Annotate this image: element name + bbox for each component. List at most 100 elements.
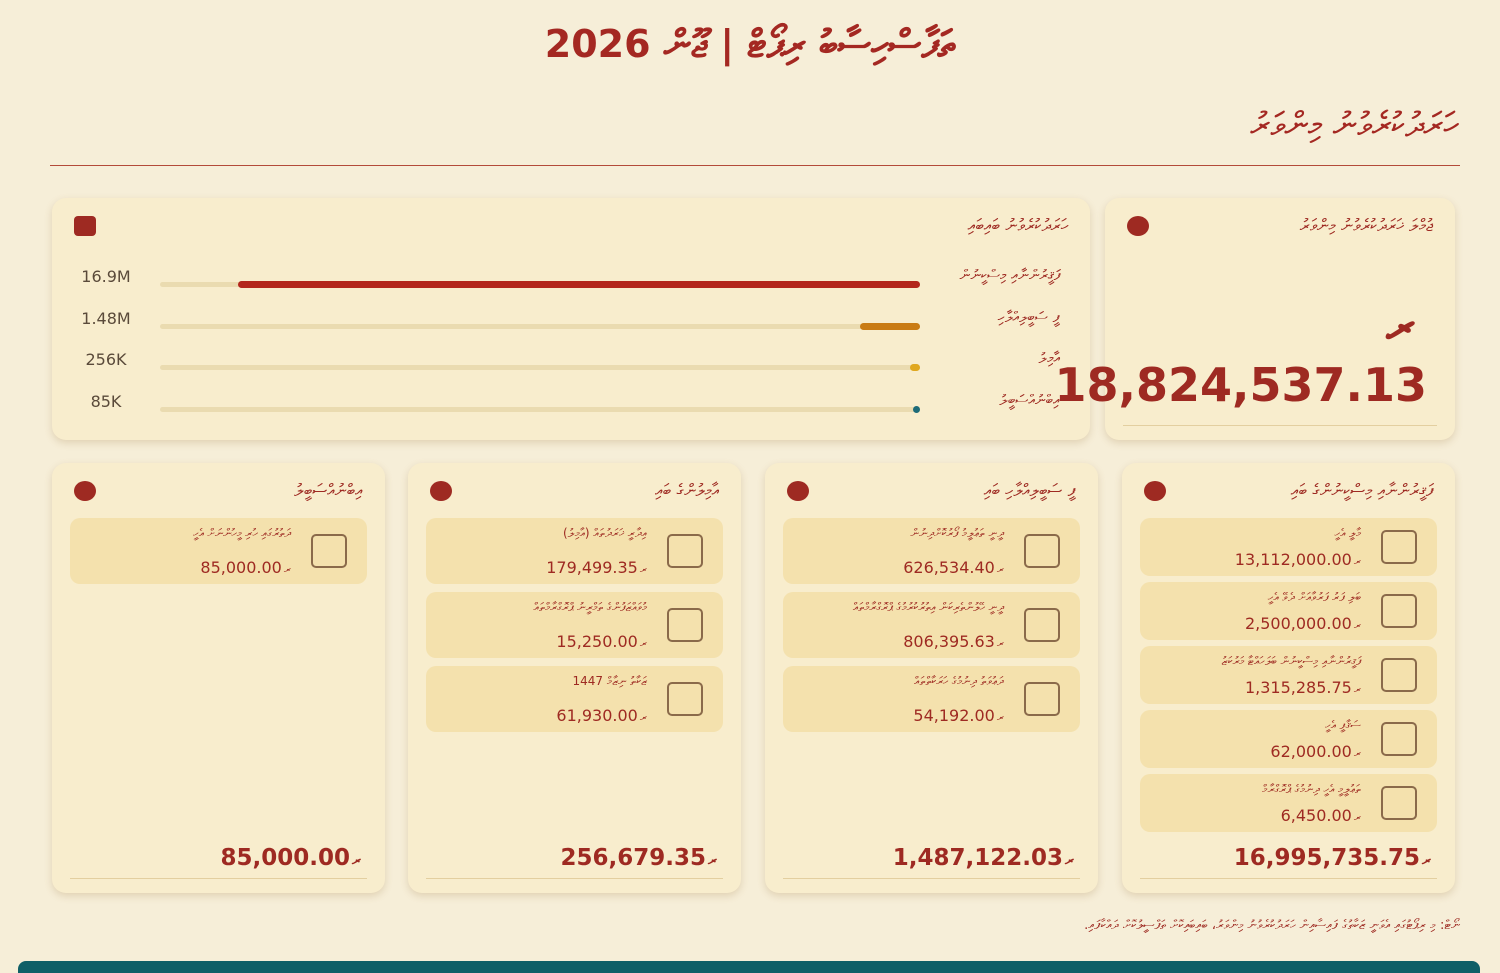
currency-symbol: ރ <box>1353 618 1361 632</box>
category-label: އާމިލު <box>1038 349 1060 367</box>
item-amount: 626,534.40 ރ <box>903 558 1004 577</box>
amount-value: 62,000.00 <box>1270 742 1352 761</box>
total-amount: 18,824,537.13 <box>1054 358 1428 412</box>
item-card: ތަޢުލީމީ އެހީ ދިނުމުގެ ޕްރޮގްރާމް 6,450.0… <box>1140 774 1437 832</box>
page-title: ތަފާސްހިސާބު ރިޕޯޓް | ޖޫން 2026 <box>544 22 956 66</box>
section-icon <box>430 481 452 501</box>
item-label: މާލީ އެހީ <box>1334 526 1361 540</box>
item-card: އިދާރީ ޚަރަދުތައް (އާމިލު) 179,499.35 ރ <box>426 518 723 584</box>
underline <box>70 878 367 879</box>
bar <box>913 405 920 413</box>
item-label: ބަލި ފަރު ފަރުވާއަށް ދެވޭ އެހީ <box>1267 590 1361 604</box>
coins-icon <box>1127 216 1149 236</box>
currency-symbol: ރ <box>639 710 647 724</box>
amount-value: 85,000.00 <box>200 558 282 577</box>
amount-value: 15,250.00 <box>556 632 638 651</box>
amount-value: 179,499.35 <box>546 558 638 577</box>
item-label: ދީނީ ހޭލުންތެރިކަން އިތުރުކުރުމުގެ ޕްރޮގ… <box>852 600 1004 614</box>
item-card: ދަޢުވަތު ދިނުމުގެ ހަރަކާތްތައް 54,192.00 ރ <box>783 666 1080 732</box>
item-icon <box>667 534 703 568</box>
item-amount: 54,192.00 ރ <box>913 706 1004 725</box>
item-amount: 15,250.00 ރ <box>556 632 647 651</box>
bar-track <box>160 406 920 412</box>
amount-value: 61,930.00 <box>556 706 638 725</box>
item-card: ބަލި ފަރު ފަރުވާއަށް ދެވޭ އެހީ 2,500,000.… <box>1140 582 1437 640</box>
item-label: ދަޢުވަތު ދިނުމުގެ ހަރަކާތްތައް <box>914 674 1004 688</box>
chart-title: ހަރަދުކުރެވުނު ބައިބައި <box>967 216 1068 236</box>
currency-symbol: ރ <box>996 562 1004 576</box>
item-card: ފަޤީރުންނާއި މިސްކީނުން ބަލަހައްޓާ މަރުކ… <box>1140 646 1437 704</box>
section-title: ފަޤީރުންނާއި މިސްކީނުންގެ ބައި <box>1290 481 1433 501</box>
currency-symbol: ރ <box>1065 851 1074 869</box>
section-card: އިބްނުއްސަބީލު ދަތުރުގައި ހުރި މީހުންނަށް… <box>52 463 385 893</box>
currency-symbol: ރ <box>996 710 1004 724</box>
item-card: މުވައްޒަފުންގެ ތަމްރީނު ޕްރޮގްރާމްތައް 15… <box>426 592 723 658</box>
category-label: ފަޤީރުންނާއި މިސްކީނުން <box>959 266 1061 284</box>
item-amount: 6,450.00 ރ <box>1281 806 1361 825</box>
item-card: ދަތުރުގައި ހުރި މީހުންނަށް އެހީ 85,000.00… <box>70 518 367 584</box>
item-icon <box>1024 682 1060 716</box>
item-label: ޒަކާތު ނިޒާމް 1447 <box>572 674 647 688</box>
section-icon <box>74 481 96 501</box>
item-amount: 85,000.00 ރ <box>200 558 291 577</box>
item-card: ދީނީ ހޭލުންތެރިކަން އިތުރުކުރުމުގެ ޕްރޮގ… <box>783 592 1080 658</box>
section-icon <box>1144 481 1166 501</box>
value-label: 85K <box>90 391 122 411</box>
currency-symbol: ރ <box>1353 682 1361 696</box>
item-amount: 2,500,000.00 ރ <box>1245 614 1361 633</box>
currency-symbol: ރ <box>996 636 1004 650</box>
item-icon <box>1024 608 1060 642</box>
currency-symbol: ރ <box>639 636 647 650</box>
item-icon <box>667 608 703 642</box>
item-icon <box>1381 530 1417 564</box>
section-title: ފީ ސަބީލިއްލާހި ބައި <box>983 481 1076 501</box>
item-amount: 806,395.63 ރ <box>903 632 1004 651</box>
section-title: އާމިލުންގެ ބައި <box>654 481 719 501</box>
bar <box>909 364 920 371</box>
amount-value: 54,192.00 <box>913 706 995 725</box>
item-label: މުވައްޒަފުންގެ ތަމްރީނު ޕްރޮގްރާމްތައް <box>533 600 648 614</box>
item-amount: 179,499.35 ރ <box>546 558 647 577</box>
value-label: 256K <box>85 350 127 369</box>
page-subtitle: ހަރަދުކުރެވުނު މިންވަރު <box>1250 105 1458 145</box>
currency-symbol: ރ <box>1386 298 1415 354</box>
bar-track <box>160 365 920 370</box>
section-card: އާމިލުންގެ ބައި އިދާރީ ޚަރަދުތައް (އާމިލު… <box>408 463 741 893</box>
item-amount: 1,315,285.75 ރ <box>1245 678 1361 697</box>
chart-card: ހަރަދުކުރެވުނު ބައިބައި ފަޤީރުންނާއި މިސ… <box>52 198 1090 440</box>
bar <box>860 322 920 330</box>
category-label: ފީ ސަބީލިއްލާހި <box>997 307 1060 326</box>
item-icon <box>1381 658 1417 692</box>
section-card: ފަޤީރުންނާއި މިސްކީނުންގެ ބައި މާލީ އެހީ 1… <box>1122 463 1455 893</box>
item-label: ފަޤީރުންނާއި މިސްކީނުން ބަލަހައްޓާ މަރުކ… <box>1221 654 1361 668</box>
section-icon <box>787 481 809 501</box>
underline <box>1140 878 1437 879</box>
currency-symbol: ރ <box>1422 851 1431 869</box>
currency-symbol: ރ <box>283 562 291 576</box>
total-value: 16,995,735.75 <box>1233 845 1421 871</box>
item-card: ސަޤާފީ އެހީ 62,000.00 ރ <box>1140 710 1437 768</box>
item-label: ދަތުރުގައި ހުރި މީހުންނަށް އެހީ <box>193 526 291 540</box>
item-icon <box>1381 722 1417 756</box>
divider <box>50 165 1460 166</box>
currency-symbol: ރ <box>352 851 361 869</box>
section-card: ފީ ސަބީލިއްލާހި ބައި ދީނީ ތަޢުލީމު ފޯރުކޮ… <box>765 463 1098 893</box>
section-total: 256,679.35 ރ <box>561 845 717 871</box>
item-label: އިދާރީ ޚަރަދުތައް (އާމިލު) <box>563 526 647 540</box>
bar <box>237 281 920 288</box>
amount-value: 1,315,285.75 <box>1244 678 1352 697</box>
underline <box>783 878 1080 879</box>
item-label: ދީނީ ތަޢުލީމު ފޯރުކޮށްދިނުން <box>910 526 1004 540</box>
amount-value: 6,450.00 <box>1280 806 1352 825</box>
item-label: ސަޤާފީ އެހީ <box>1325 718 1361 732</box>
amount-value: 626,534.40 <box>903 558 995 577</box>
section-total: 16,995,735.75 ރ <box>1234 845 1431 871</box>
underline <box>426 878 723 879</box>
item-card: މާލީ އެހީ 13,112,000.00 ރ <box>1140 518 1437 576</box>
amount-value: 2,500,000.00 <box>1244 614 1352 633</box>
total-value: 85,000.00 <box>220 845 351 871</box>
total-value: 1,487,122.03 <box>892 845 1064 871</box>
item-card: ދީނީ ތަޢުލީމު ފޯރުކޮށްދިނުން 626,534.40 ރ <box>783 518 1080 584</box>
item-label: ތަޢުލީމީ އެހީ ދިނުމުގެ ޕްރޮގްރާމް <box>1262 782 1361 796</box>
